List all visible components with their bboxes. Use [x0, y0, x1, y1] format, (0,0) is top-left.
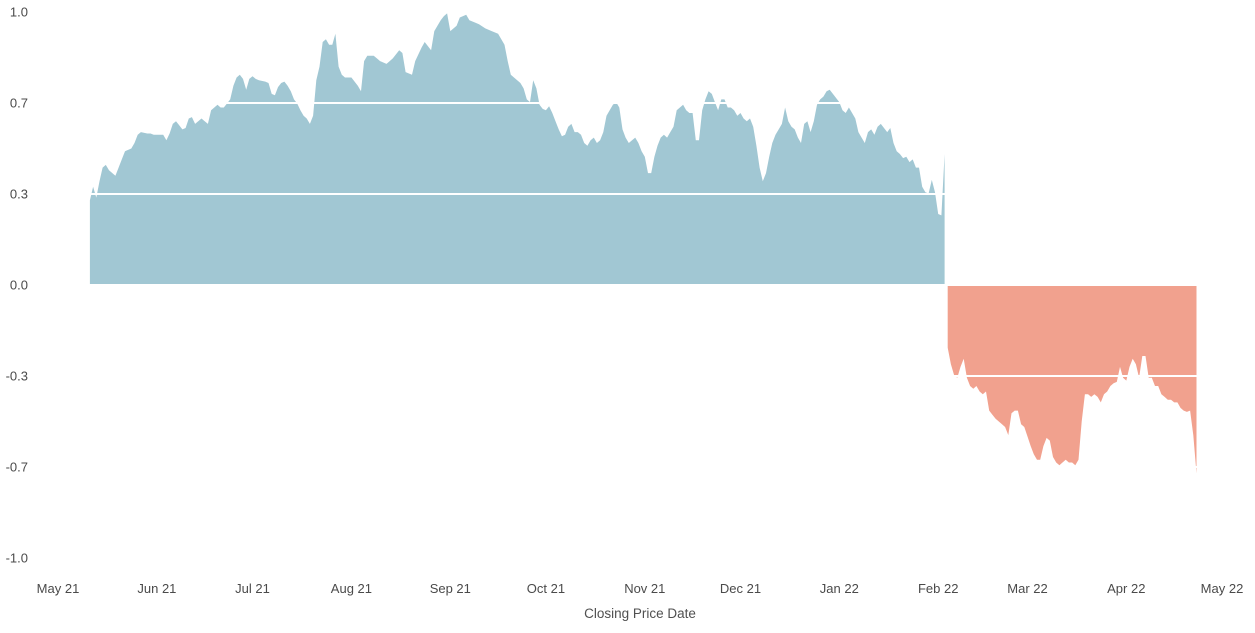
- x-axis-title: Closing Price Date: [584, 606, 696, 621]
- x-tick-label: Apr 22: [1107, 581, 1145, 596]
- area-series-group: [89, 13, 1197, 474]
- x-axis-tick-labels: May 21 Jun 21 Jul 21 Aug 21 Sep 21 Oct 21 Nov …: [37, 581, 1244, 596]
- y-tick-label: -0.3: [6, 369, 28, 384]
- x-tick-label: Jun 21: [137, 581, 176, 596]
- x-tick-label: Sep 21: [430, 581, 471, 596]
- x-tick-label: May 21: [37, 581, 80, 596]
- y-tick-label: -0.7: [6, 460, 28, 475]
- positive-period-area: [89, 13, 945, 286]
- gridlines-group: [38, 102, 1242, 468]
- y-tick-label: 0.3: [10, 187, 28, 202]
- y-tick-label: 0.0: [10, 278, 28, 293]
- x-tick-label: Nov 21: [624, 581, 665, 596]
- x-tick-label: Jul 21: [235, 581, 270, 596]
- y-tick-label: 0.7: [10, 96, 28, 111]
- x-tick-label: Oct 21: [527, 581, 565, 596]
- y-tick-label: 1.0: [10, 5, 28, 20]
- x-tick-label: Mar 22: [1007, 581, 1047, 596]
- negative-period-area: [947, 285, 1197, 474]
- x-tick-label: Feb 22: [918, 581, 958, 596]
- y-tick-label: -1.0: [6, 551, 28, 566]
- x-tick-label: Aug 21: [331, 581, 372, 596]
- x-tick-label: May 22: [1201, 581, 1244, 596]
- x-tick-label: Dec 21: [720, 581, 761, 596]
- x-tick-label: Jan 22: [820, 581, 859, 596]
- y-axis-tick-labels: 1.0 0.7 0.3 0.0 -0.3 -0.7 -1.0: [6, 5, 28, 566]
